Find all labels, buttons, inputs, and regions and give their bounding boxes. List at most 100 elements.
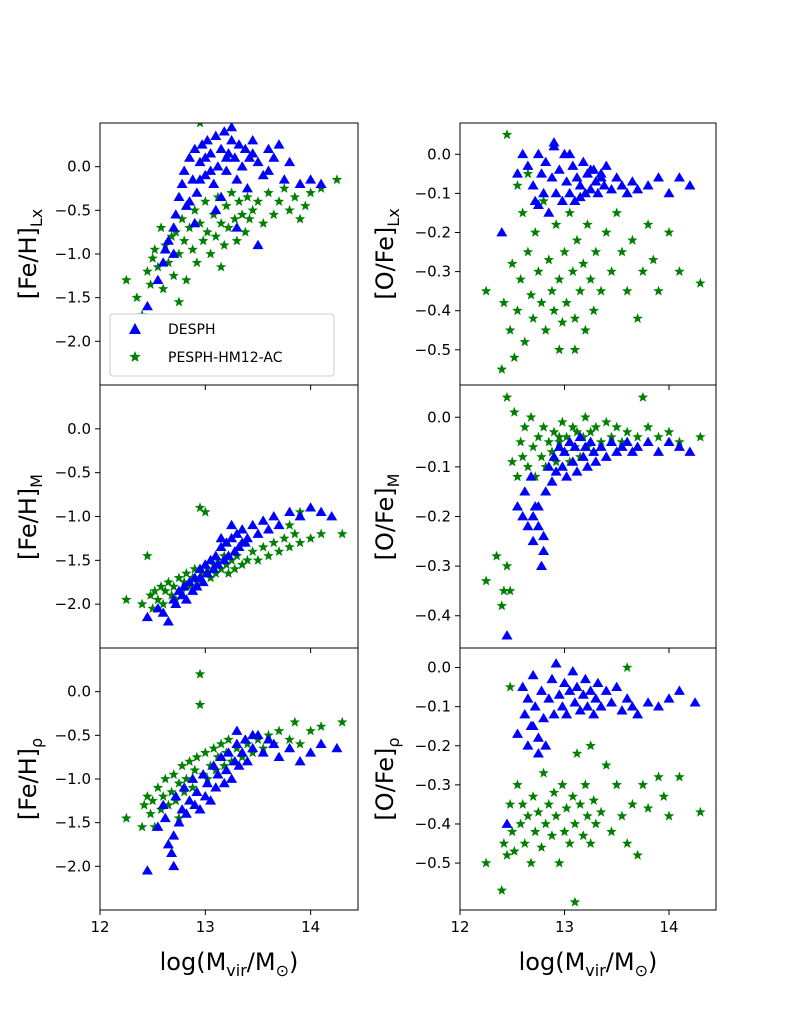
desph-point xyxy=(247,742,259,753)
pesph-point xyxy=(580,411,591,422)
desph-point xyxy=(231,738,243,748)
desph-point xyxy=(331,742,343,753)
pesph-point xyxy=(588,305,599,316)
desph-point xyxy=(567,160,579,170)
pesph-point xyxy=(561,431,572,442)
pesph-point xyxy=(305,725,316,736)
desph-point xyxy=(611,446,623,456)
pesph-point xyxy=(632,849,643,860)
pesph-point xyxy=(557,779,568,790)
desph-point xyxy=(226,773,238,783)
pesph-point xyxy=(268,209,279,220)
pesph-point xyxy=(543,254,554,265)
desph-point xyxy=(191,187,203,197)
ytick-label-o_rho: −0.1 xyxy=(415,698,451,716)
pesph-point xyxy=(121,594,132,605)
ytick-label-fe_m: −2.0 xyxy=(55,595,91,613)
desph-point xyxy=(532,520,544,531)
pesph-point xyxy=(212,191,224,202)
pesph-point xyxy=(653,431,664,442)
desph-point xyxy=(197,769,209,779)
desph-point xyxy=(550,466,562,476)
desph-point xyxy=(236,747,248,757)
desph-point xyxy=(522,693,534,703)
desph-point xyxy=(517,681,529,691)
desph-point xyxy=(616,705,628,715)
desph-point xyxy=(592,677,604,688)
pesph-point xyxy=(223,734,234,745)
desph-point xyxy=(162,616,174,626)
pesph-point xyxy=(648,254,659,265)
desph-point xyxy=(294,511,306,521)
pesph-point xyxy=(642,219,654,230)
desph-point xyxy=(543,207,555,217)
desph-point xyxy=(162,235,174,245)
pesph-point xyxy=(181,568,192,578)
pesph-point xyxy=(569,818,581,829)
desph-point xyxy=(512,168,523,178)
desph-point xyxy=(233,139,245,149)
pesph-point xyxy=(168,270,179,281)
pesph-point xyxy=(550,810,562,821)
desph-point xyxy=(546,476,558,486)
desph-point xyxy=(210,204,222,215)
panel-o-lx: 0.0 −0.1 −0.2 −0.3 −0.4 −0.5 [O/Fe]Lx xyxy=(371,122,717,390)
pesph-point xyxy=(554,436,565,447)
pesph-point xyxy=(242,191,253,202)
pesph-point xyxy=(519,336,530,347)
pesph-point xyxy=(611,207,622,218)
x-label: vir xyxy=(585,961,606,980)
desph-point xyxy=(178,782,190,792)
desph-point xyxy=(268,511,280,521)
pesph-point xyxy=(606,266,617,276)
desph-point xyxy=(229,152,241,162)
ytick-label-fe_lx: −0.5 xyxy=(55,201,91,219)
desph-point xyxy=(284,506,296,516)
desph-point xyxy=(284,156,296,167)
desph-point xyxy=(241,532,253,543)
pesph-point xyxy=(642,421,654,432)
desph-point xyxy=(501,630,513,640)
pesph-point xyxy=(337,716,348,727)
desph-point xyxy=(208,760,220,770)
desph-point xyxy=(168,830,180,840)
desph-point xyxy=(315,738,327,748)
desph-point xyxy=(215,532,227,543)
ytick-label-fe_m: 0.0 xyxy=(67,420,91,438)
desph-point xyxy=(191,581,203,591)
desph-point xyxy=(496,227,508,237)
ylabel-sub-m: M xyxy=(384,474,403,488)
desph-point xyxy=(239,143,251,154)
desph-point xyxy=(231,222,243,232)
ylabel-sub-lx: Lx xyxy=(384,208,403,226)
pesph-point xyxy=(658,791,669,801)
pesph-point xyxy=(606,826,617,837)
desph-point xyxy=(590,456,602,466)
legend-frame xyxy=(109,313,335,377)
pesph-point xyxy=(184,756,195,766)
panel-o-m: 0.0 −0.1 −0.2 −0.3 −0.4 [O/Fe]M xyxy=(371,384,717,653)
pesph-point xyxy=(522,168,534,179)
pesph-point xyxy=(294,537,306,548)
panel-fe-m: 0.0 −0.5 −1.0 −1.5 −2.0 [Fe/H]M xyxy=(14,384,359,653)
pesph-point xyxy=(200,196,211,206)
pesph-point xyxy=(509,406,520,417)
desph-point xyxy=(574,180,586,190)
pesph-point xyxy=(160,773,171,784)
desph-point xyxy=(236,537,248,547)
desph-point xyxy=(178,581,190,591)
pesph-point xyxy=(622,838,633,848)
pesph-point xyxy=(578,431,589,442)
pesph-point xyxy=(571,426,583,437)
pesph-point xyxy=(173,777,185,788)
pesph-point xyxy=(166,786,177,797)
pesph-point xyxy=(166,231,177,241)
pesph-point xyxy=(595,436,607,447)
pesph-point xyxy=(538,195,549,206)
pesph-point xyxy=(601,416,612,427)
desph-point xyxy=(582,701,593,711)
desph-point xyxy=(546,172,558,182)
xlabel-left: log(Mvir/M⊙) xyxy=(160,948,299,980)
ylabel-fe-rho: [Fe/H]ρ xyxy=(14,738,46,820)
